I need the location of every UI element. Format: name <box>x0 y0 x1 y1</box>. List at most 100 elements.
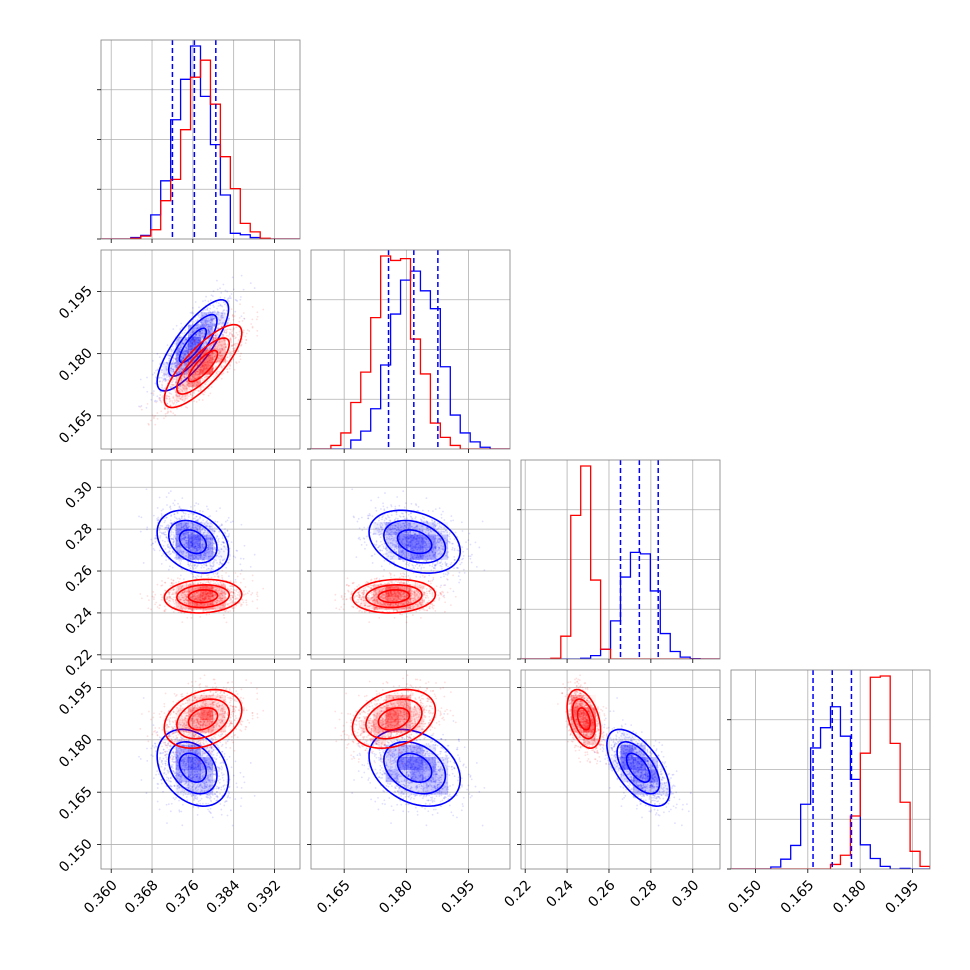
scatter-point <box>224 358 227 361</box>
scatter-point <box>180 370 183 373</box>
scatter-point <box>178 545 181 548</box>
scatter-point <box>207 325 210 328</box>
scatter-point <box>194 301 197 303</box>
scatter-point <box>198 332 201 335</box>
scatter-point <box>166 344 169 347</box>
scatter-point <box>189 549 192 552</box>
scatter-point <box>180 377 183 380</box>
scatter-point <box>186 384 189 387</box>
scatter-point <box>190 383 192 386</box>
scatter-point <box>244 342 247 345</box>
scatter-point <box>205 521 208 523</box>
scatter-point <box>173 526 176 529</box>
scatter-point <box>163 609 166 612</box>
scatter-point <box>184 363 187 366</box>
scatter-point <box>221 524 224 527</box>
scatter-point <box>175 324 178 327</box>
scatter-point <box>194 549 196 552</box>
scatter-point <box>197 331 200 334</box>
scatter-point <box>183 372 185 375</box>
scatter-point <box>165 397 167 399</box>
scatter-point <box>200 529 203 532</box>
scatter-point <box>156 412 159 414</box>
scatter-point <box>196 554 199 556</box>
scatter-point <box>205 537 208 540</box>
scatter-point <box>206 525 209 528</box>
scatter-point <box>212 565 214 568</box>
scatter-point <box>197 381 199 383</box>
scatter-point <box>191 353 194 356</box>
scatter-point <box>193 321 195 323</box>
scatter-point <box>195 368 198 371</box>
contour-line <box>167 519 218 564</box>
scatter-point <box>181 389 183 391</box>
scatter-point <box>178 505 181 508</box>
scatter-point <box>170 552 172 555</box>
scatter-point <box>220 523 223 526</box>
scatter-point <box>190 377 193 380</box>
scatter-point <box>204 319 207 322</box>
scatter-point <box>177 387 180 390</box>
scatter-point <box>231 314 234 317</box>
scatter-point <box>176 533 179 536</box>
scatter-point <box>170 530 173 533</box>
scatter-point <box>210 568 213 570</box>
scatter-point <box>211 546 214 549</box>
scatter-point <box>212 323 215 326</box>
scatter-point <box>228 533 231 535</box>
scatter-point <box>203 351 206 354</box>
scatter-point <box>223 322 225 324</box>
scatter-point <box>185 350 188 353</box>
scatter-point <box>169 584 172 587</box>
scatter-point <box>193 523 196 526</box>
scatter-point <box>225 331 228 334</box>
scatter-point <box>214 337 217 340</box>
scatter-point <box>229 554 231 557</box>
scatter-point <box>232 326 235 329</box>
scatter-point <box>176 548 179 551</box>
scatter-point <box>194 564 197 567</box>
scatter-point <box>206 551 208 554</box>
scatter-point <box>172 368 175 371</box>
scatter-point <box>195 357 198 360</box>
scatter-point <box>221 574 223 577</box>
scatter-point <box>210 327 212 330</box>
scatter-point <box>182 526 185 528</box>
scatter-point <box>196 548 199 550</box>
scatter-point <box>170 386 172 389</box>
scatter-point <box>216 346 219 348</box>
scatter-point <box>243 544 246 547</box>
scatter-point <box>229 297 232 300</box>
scatter-point <box>196 364 199 367</box>
scatter-point <box>229 364 232 367</box>
scatter-point <box>222 591 225 594</box>
scatter-point <box>210 522 212 525</box>
scatter-point <box>202 351 204 353</box>
scatter-point <box>211 547 214 550</box>
scatter-point <box>240 274 243 277</box>
scatter-point <box>165 533 168 536</box>
scatter-point <box>154 382 157 385</box>
scatter-point <box>178 556 180 559</box>
scatter-point <box>200 389 203 391</box>
scatter-point <box>171 522 174 525</box>
scatter-point <box>196 527 199 530</box>
scatter-point <box>165 366 168 368</box>
scatter-point <box>182 534 185 536</box>
scatter-point <box>208 525 211 528</box>
scatter-point <box>212 551 214 553</box>
scatter-point <box>161 539 164 542</box>
scatter-point <box>213 355 216 358</box>
scatter-point <box>255 593 258 596</box>
scatter-point <box>198 368 201 371</box>
scatter-point <box>182 342 185 345</box>
scatter-point <box>203 552 206 555</box>
scatter-point <box>196 519 199 522</box>
scatter-point <box>156 519 159 522</box>
scatter-point <box>222 335 224 338</box>
scatter-point <box>180 551 183 554</box>
scatter-point <box>176 352 179 355</box>
scatter-point <box>160 410 163 413</box>
scatter-point <box>175 366 178 369</box>
scatter-point <box>227 297 230 300</box>
